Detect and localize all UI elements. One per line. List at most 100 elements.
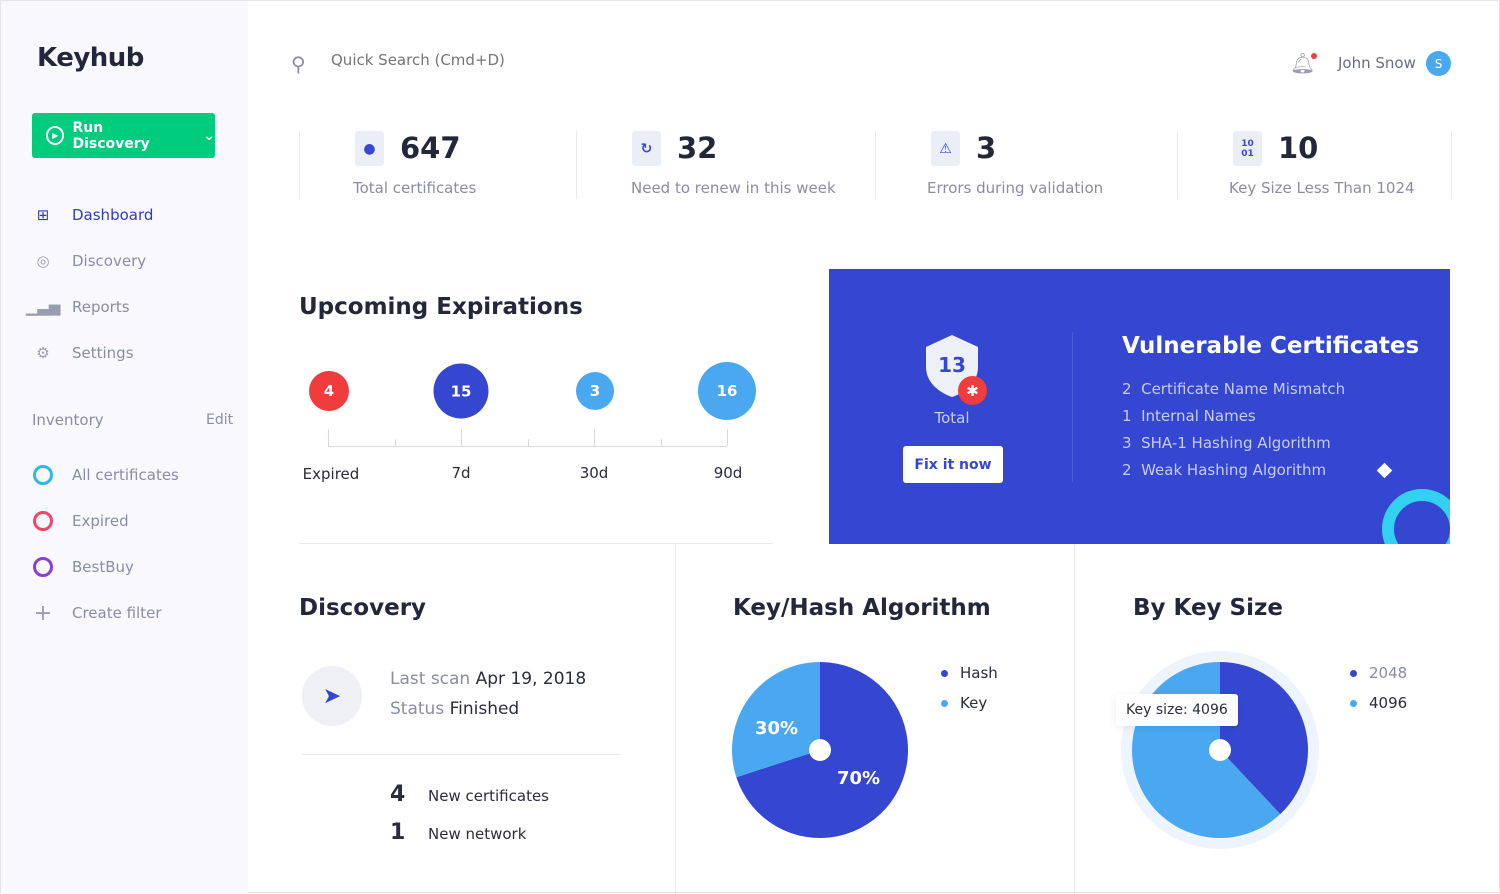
bell-icon[interactable]: 🔔︎ bbox=[1290, 51, 1318, 75]
timeline-tick bbox=[328, 429, 329, 446]
vuln-item[interactable]: 2 Weak Hashing Algorithm bbox=[1122, 461, 1327, 479]
total-label: Total bbox=[934, 409, 970, 427]
pie-label-key: 30% bbox=[755, 718, 799, 739]
logo: Keyhub bbox=[37, 43, 144, 73]
nav-label: Discovery bbox=[72, 252, 147, 270]
play-icon: ▶ bbox=[46, 126, 65, 145]
timeline-label: 90d bbox=[713, 464, 743, 482]
key-hash-pie bbox=[732, 662, 908, 838]
bar-chart-icon: ▁▃▅ bbox=[25, 298, 61, 316]
legend-key[interactable]: Key bbox=[941, 694, 987, 712]
vuln-item[interactable]: 1 Internal Names bbox=[1122, 407, 1256, 425]
pie-slice-key[interactable] bbox=[732, 662, 820, 778]
key-size-title: By Key Size bbox=[1133, 595, 1283, 621]
ring-icon bbox=[33, 511, 53, 531]
timeline-tick bbox=[461, 429, 462, 446]
filter-all-certificates[interactable]: All certificates bbox=[32, 464, 179, 486]
divider bbox=[299, 543, 773, 544]
sidebar-item-discovery[interactable]: ◎ Discovery bbox=[32, 250, 146, 272]
divider bbox=[1072, 332, 1073, 482]
vuln-item[interactable]: 3 SHA-1 Hashing Algorithm bbox=[1122, 434, 1331, 452]
new-certificates-count: 4 bbox=[390, 782, 406, 807]
pie-label-hash: 70% bbox=[837, 768, 881, 789]
filter-label: BestBuy bbox=[72, 558, 134, 576]
timeline-label: 30d bbox=[579, 464, 609, 482]
certificate-icon: ● bbox=[355, 131, 384, 166]
chevron-down-icon: ⌄ bbox=[203, 127, 215, 144]
vulnerable-total: 13 bbox=[938, 353, 966, 377]
stat-renew[interactable]: ↻ 32 Need to renew in this week bbox=[576, 131, 875, 199]
plus-icon: + bbox=[33, 600, 53, 626]
pie-tooltip: Key size: 4096 bbox=[1116, 694, 1238, 726]
pie-slice-2048[interactable] bbox=[1220, 662, 1308, 815]
sidebar-item-settings[interactable]: ⚙ Settings bbox=[32, 342, 134, 364]
last-scan: Last scan Apr 19, 2018 bbox=[390, 669, 587, 689]
stat-total-certificates[interactable]: ● 647 Total certificates bbox=[299, 131, 576, 199]
vulnerable-certificates-card: 13 ✱ Total Fix it now Vulnerable Certifi… bbox=[829, 269, 1450, 544]
run-discovery-label: Run Discovery bbox=[72, 119, 150, 152]
expirations-title: Upcoming Expirations bbox=[299, 294, 583, 320]
stat-value: 32 bbox=[677, 131, 718, 165]
nav-label: Dashboard bbox=[72, 206, 154, 224]
nav-label: Reports bbox=[72, 298, 130, 316]
90d-bubble[interactable]: 16 bbox=[698, 362, 756, 420]
sidebar-item-reports[interactable]: ▁▃▅ Reports bbox=[25, 296, 130, 318]
legend-2048[interactable]: 2048 bbox=[1350, 664, 1407, 682]
bug-icon: ✱ bbox=[958, 376, 987, 405]
legend-hash[interactable]: Hash bbox=[941, 664, 998, 682]
discovery-title: Discovery bbox=[299, 595, 427, 621]
stat-label: Total certificates bbox=[353, 179, 477, 197]
warning-icon: ⚠ bbox=[931, 131, 960, 166]
timeline-tick bbox=[394, 439, 396, 446]
timeline-axis bbox=[328, 446, 727, 447]
fix-it-now-button[interactable]: Fix it now bbox=[903, 446, 1003, 483]
sidebar-item-dashboard[interactable]: ⊞ Dashboard bbox=[32, 204, 154, 226]
filter-label: Expired bbox=[72, 512, 129, 530]
key-size-pie bbox=[1121, 651, 1319, 849]
stat-label: Errors during validation bbox=[927, 179, 1104, 197]
filter-bestbuy[interactable]: BestBuy bbox=[32, 556, 134, 578]
renew-icon: ↻ bbox=[632, 131, 661, 166]
edit-link[interactable]: Edit bbox=[206, 412, 234, 428]
filter-label: All certificates bbox=[72, 466, 179, 484]
run-discovery-button[interactable]: ▶ Run Discovery ⌄ bbox=[32, 113, 215, 158]
new-network-label: New network bbox=[428, 825, 527, 843]
vuln-item[interactable]: 2 Certificate Name Mismatch bbox=[1122, 380, 1346, 398]
30d-bubble[interactable]: 3 bbox=[576, 372, 614, 410]
7d-bubble[interactable]: 15 bbox=[433, 363, 489, 419]
compass-icon: ◎ bbox=[36, 252, 50, 270]
stat-value: 647 bbox=[400, 131, 461, 165]
timeline-tick bbox=[594, 429, 595, 446]
search-input[interactable] bbox=[331, 51, 631, 69]
avatar[interactable]: S bbox=[1426, 51, 1451, 76]
new-network-count: 1 bbox=[390, 820, 406, 845]
stat-value: 3 bbox=[976, 131, 997, 165]
ring-icon bbox=[33, 557, 53, 577]
create-filter-button[interactable]: + Create filter bbox=[32, 600, 162, 626]
divider bbox=[1074, 544, 1075, 894]
dashboard-icon: ⊞ bbox=[36, 206, 50, 224]
scan-status: Status Finished bbox=[390, 699, 520, 719]
create-filter-label: Create filter bbox=[72, 604, 162, 622]
legend-4096[interactable]: 4096 bbox=[1350, 694, 1407, 712]
search-icon: ⚲ bbox=[291, 52, 306, 76]
pie-center bbox=[1209, 739, 1231, 761]
timeline-label: 7d bbox=[451, 464, 471, 482]
filter-expired[interactable]: Expired bbox=[32, 510, 129, 532]
expired-bubble[interactable]: 4 bbox=[309, 371, 349, 411]
stat-label: Need to renew in this week bbox=[631, 179, 836, 197]
timeline-tick bbox=[527, 439, 529, 446]
new-certificates-label: New certificates bbox=[428, 787, 549, 805]
divider bbox=[675, 544, 676, 894]
vulnerable-title: Vulnerable Certificates bbox=[1122, 333, 1420, 359]
ring-icon bbox=[33, 465, 53, 485]
user-name[interactable]: John Snow bbox=[1338, 54, 1416, 72]
binary-icon: 10 01 bbox=[1233, 131, 1262, 166]
compass-icon: ➤ bbox=[302, 666, 362, 726]
stat-key-size[interactable]: 10 01 10 Key Size Less Than 1024 bbox=[1177, 131, 1452, 199]
stat-label: Key Size Less Than 1024 bbox=[1229, 179, 1415, 197]
timeline-tick bbox=[660, 439, 662, 446]
timeline-tick bbox=[727, 429, 728, 446]
stat-errors[interactable]: ⚠ 3 Errors during validation bbox=[875, 131, 1177, 199]
nav-label: Settings bbox=[72, 344, 134, 362]
